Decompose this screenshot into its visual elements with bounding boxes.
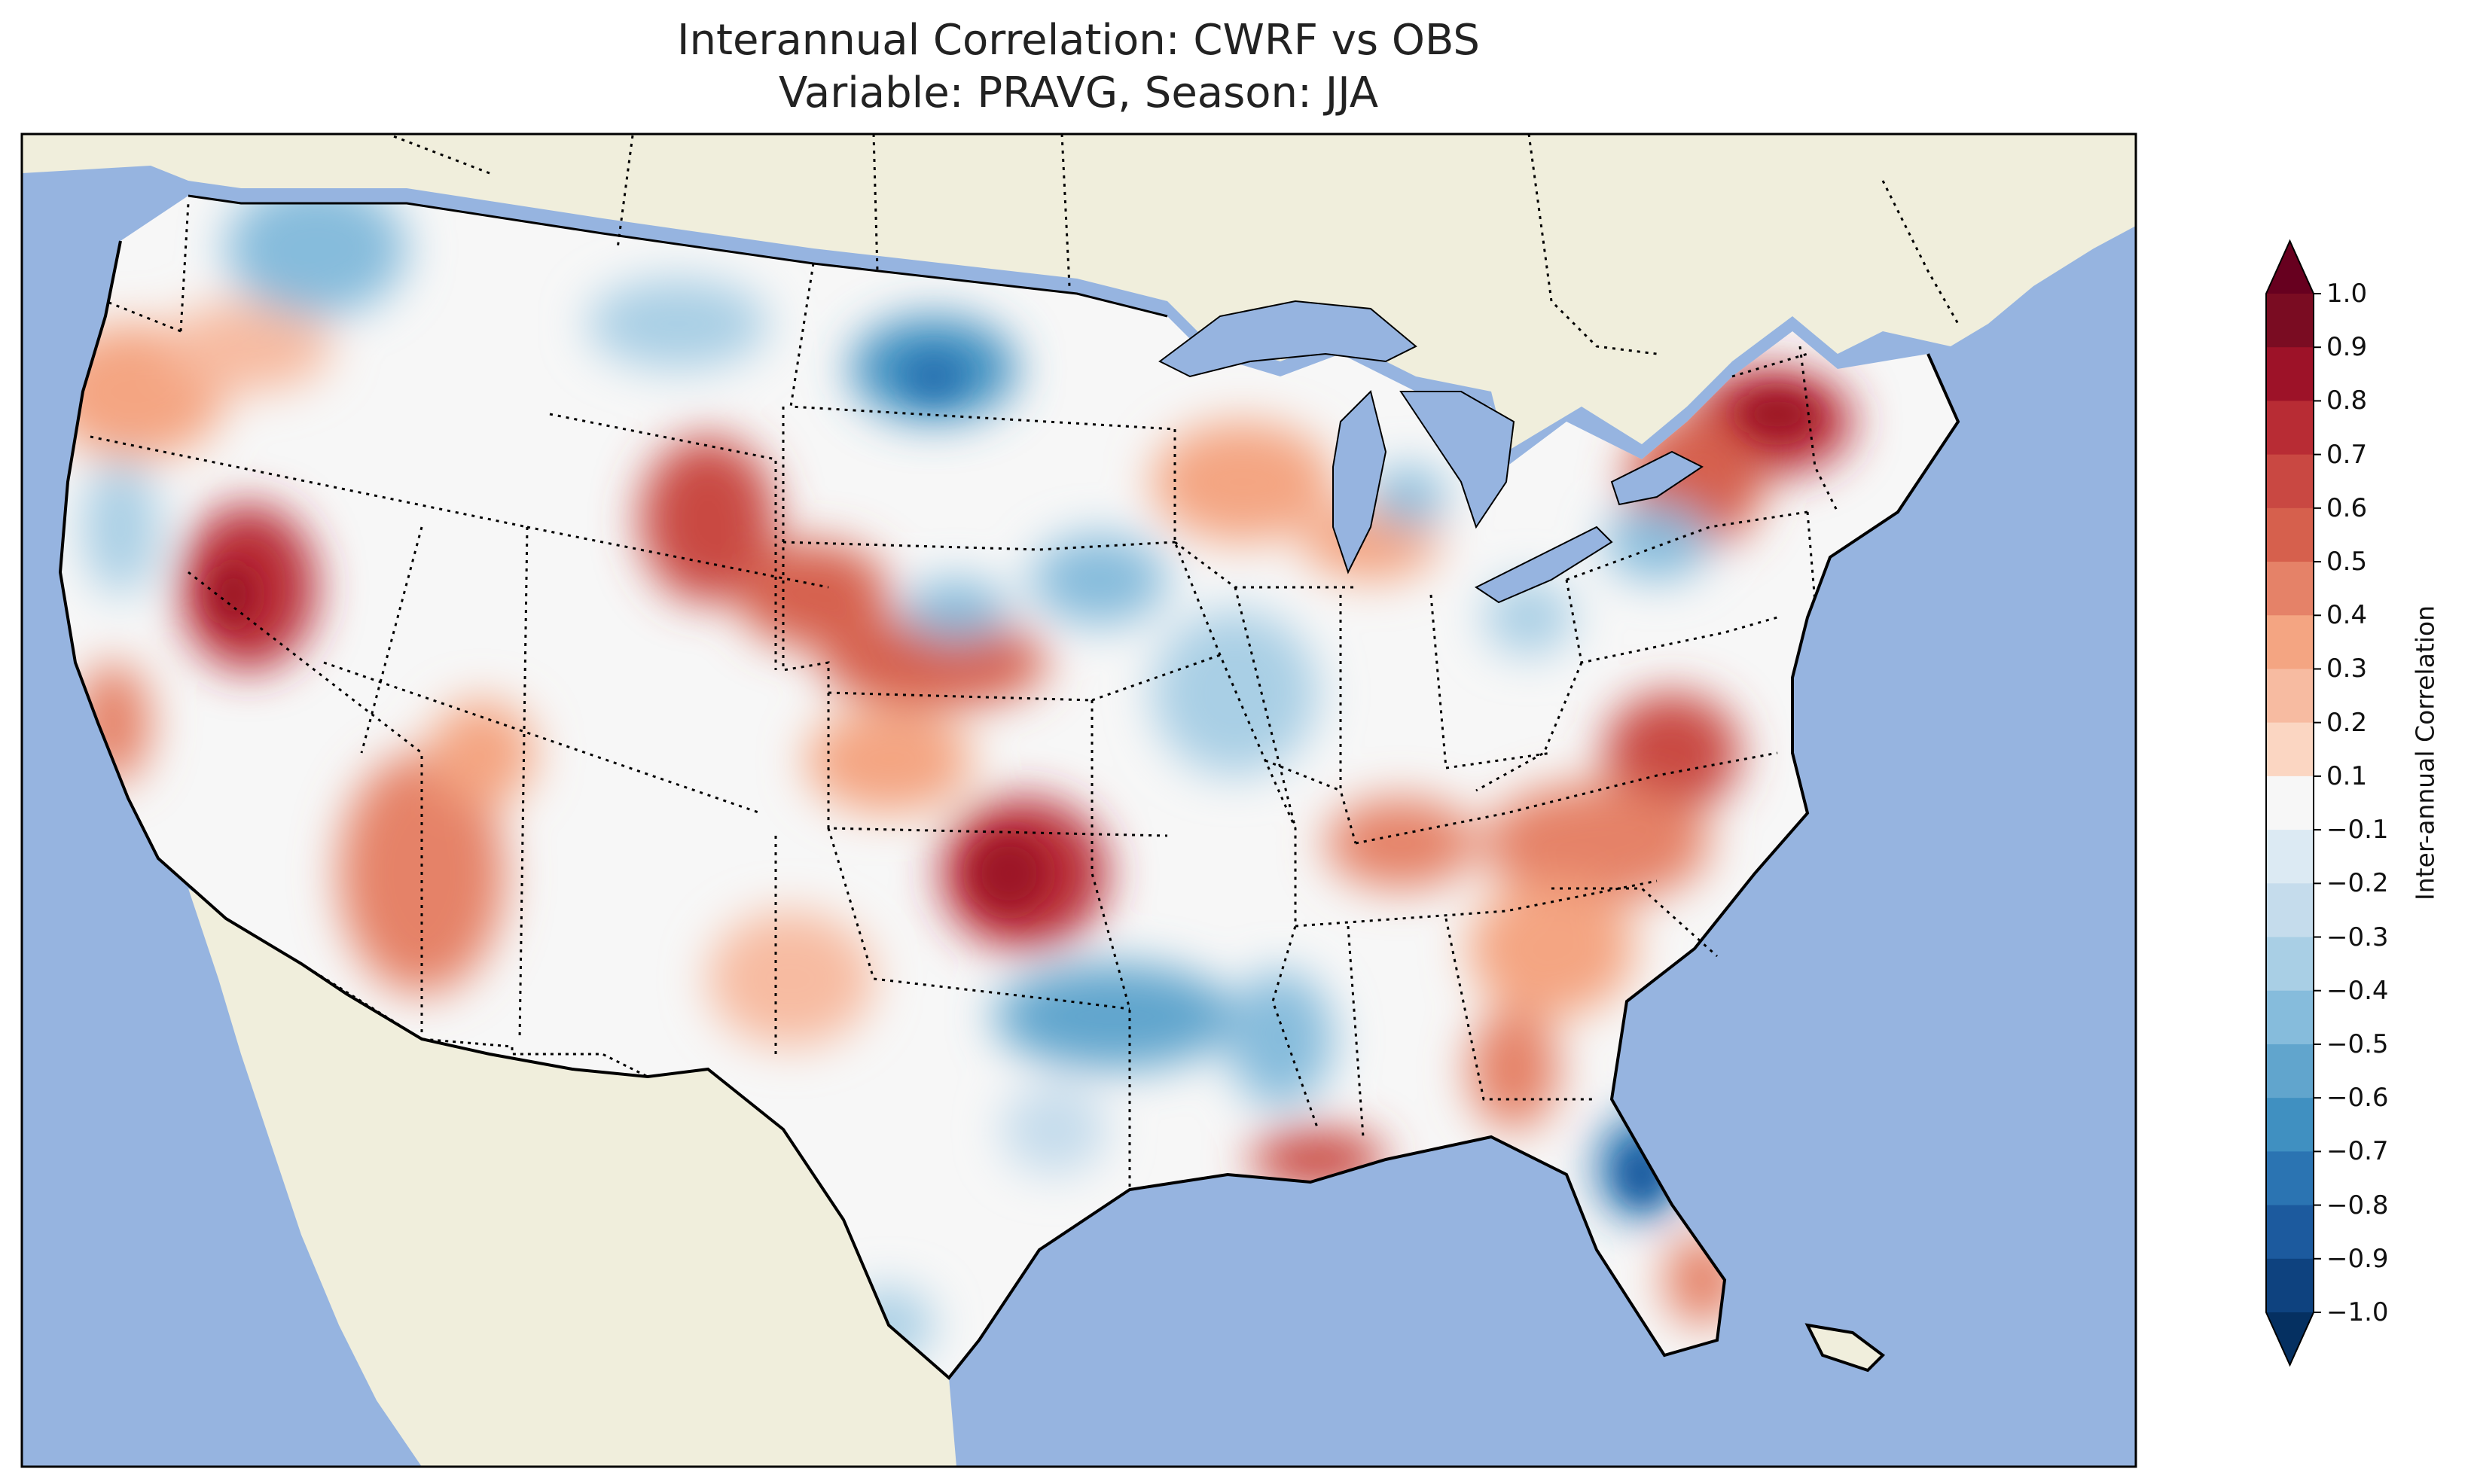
us-coastline — [58, 240, 1960, 1380]
colorbar — [2265, 239, 2321, 1367]
colorbar-tick-label: −0.3 — [2326, 922, 2389, 952]
colorbar-tick-label: 0.5 — [2326, 547, 2368, 577]
colorbar-segment — [2266, 454, 2314, 509]
colorbar-tick-label: −0.8 — [2326, 1190, 2389, 1220]
colorbar-segment — [2266, 1098, 2314, 1152]
colorbar-tick-label: 0.6 — [2326, 492, 2368, 523]
colorbar-segment — [2266, 1205, 2314, 1260]
cuba-island — [1804, 1323, 1886, 1373]
canada-land — [22, 134, 2136, 452]
colorbar-tick-label: 0.7 — [2326, 439, 2368, 470]
colorbar-segment — [2266, 937, 2314, 992]
colorbar-segment — [2266, 294, 2314, 348]
state-borders — [90, 203, 1839, 1190]
colorbar-segment — [2266, 615, 2314, 669]
colorbar-segment — [2266, 883, 2314, 938]
canada-border — [188, 194, 1168, 318]
colorbar-segment — [2266, 990, 2314, 1045]
colorbar-segment — [2266, 401, 2314, 456]
colorbar-tick-label: −0.6 — [2326, 1083, 2389, 1114]
colorbar-segment — [2266, 1151, 2314, 1206]
colorbar-tick-label: 0.2 — [2326, 707, 2368, 738]
colorbar-tick-label: −0.7 — [2326, 1136, 2389, 1167]
colorbar-tick-label: −0.4 — [2326, 975, 2389, 1006]
colorbar-title: Inter-annual Correlation — [2410, 605, 2440, 901]
colorbar-segment — [2266, 776, 2314, 830]
colorbar-segment — [2266, 1044, 2314, 1099]
colorbar-tick-label: 0.3 — [2326, 654, 2368, 684]
colorbar-segment — [2266, 562, 2314, 616]
colorbar-tick-label: 1.0 — [2326, 279, 2368, 309]
colorbar-extend-high — [2266, 241, 2314, 294]
colorbar-tick-label: 0.9 — [2326, 332, 2368, 363]
colorbar-tick-label: −0.5 — [2326, 1028, 2389, 1059]
colorbar-extend-low — [2266, 1312, 2314, 1365]
colorbar-segment — [2266, 347, 2314, 401]
title-line-1: Interannual Correlation: CWRF vs OBS — [677, 16, 1480, 65]
map-frame — [20, 133, 2137, 1468]
colorbar-tick-label: 0.4 — [2326, 600, 2368, 631]
baja-california — [279, 986, 422, 1415]
great-lakes — [1158, 300, 1704, 604]
colorbar-tick-label: −0.9 — [2326, 1243, 2389, 1274]
colorbar-tick-label: −1.0 — [2326, 1297, 2389, 1327]
colorbar-segment — [2266, 669, 2314, 724]
colorbar-segment — [2266, 1258, 2314, 1313]
colorbar-tick-label: −0.1 — [2326, 815, 2389, 846]
colorbar-segment — [2266, 722, 2314, 777]
colorbar-tick-label: 0.1 — [2326, 760, 2368, 791]
province-borders — [391, 134, 1960, 355]
colorbar-tick-label: 0.8 — [2326, 385, 2368, 416]
colorbar-segment — [2266, 507, 2314, 562]
colorbar-segment — [2266, 830, 2314, 884]
colorbar-tick-label: −0.2 — [2326, 868, 2389, 899]
title-line-2: Variable: PRAVG, Season: JJA — [778, 69, 1379, 117]
